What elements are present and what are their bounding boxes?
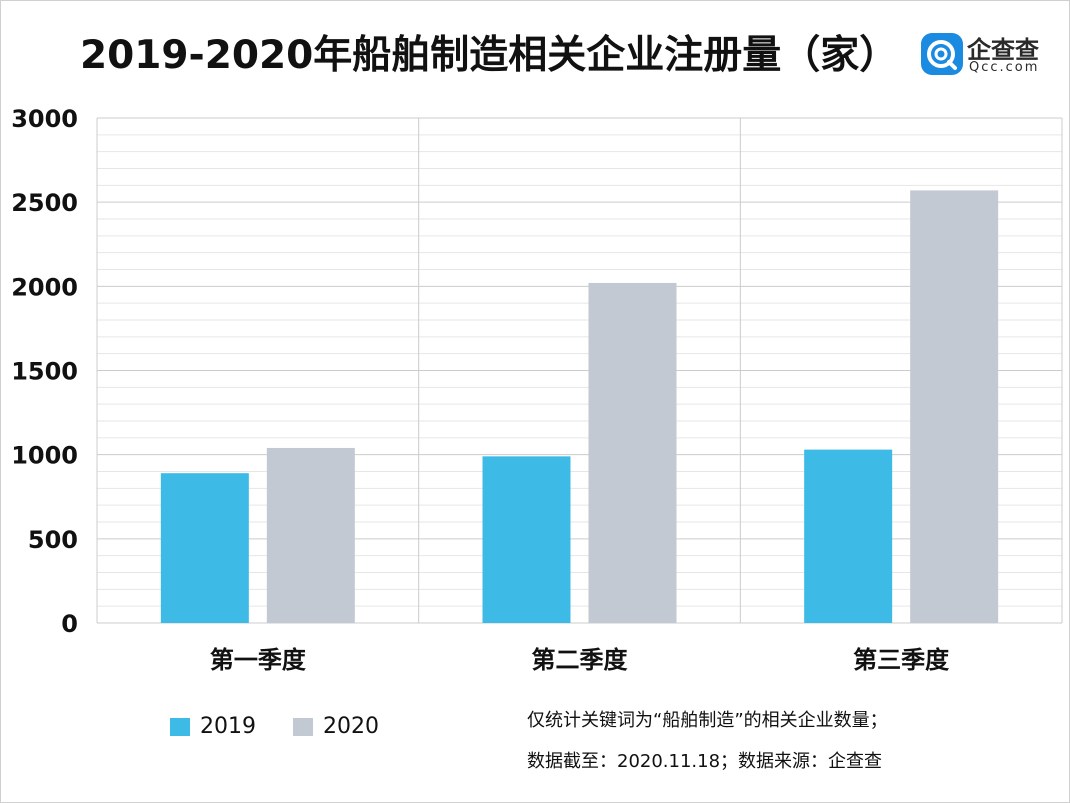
footnote-scope: 仅统计关键词为“船舶制造”的相关企业数量；: [527, 710, 888, 731]
x-tick-label: 第三季度: [853, 646, 950, 674]
bar-2019-q1: [160, 473, 249, 623]
logo-text-cn: 企查查: [967, 36, 1039, 64]
y-tick-label: 500: [28, 526, 78, 554]
legend-label-2019: 2019: [200, 714, 256, 739]
bar-2020-q3: [910, 190, 999, 623]
legend-swatch-2020: [293, 717, 313, 736]
bar-2020-q2: [588, 282, 677, 623]
logo-text-en: Qcc.com: [969, 60, 1040, 75]
x-tick-label: 第二季度: [532, 646, 629, 674]
qcc-logo: 企查查 Qcc.com: [918, 30, 1048, 78]
grid: [96, 117, 1063, 624]
bar-2019-q3: [804, 449, 893, 623]
legend-swatch-2019: [170, 717, 190, 736]
y-tick-label: 0: [61, 610, 78, 638]
legend-item-2019: 2019: [170, 714, 256, 739]
axes: 第一季度 第二季度 第三季度 0 500 1000 1500 2000 2500 3000: [11, 105, 950, 674]
y-tick-label: 1500: [11, 358, 78, 386]
bars: [160, 190, 999, 623]
x-tick-label: 第一季度: [210, 646, 307, 674]
y-tick-label: 3000: [11, 105, 78, 133]
legend-item-2020: 2020: [293, 714, 379, 739]
legend-label-2020: 2020: [323, 714, 379, 739]
y-tick-label: 1000: [11, 442, 78, 470]
chart-title: 2019-2020年船舶制造相关企业注册量（家）: [80, 33, 899, 78]
footnote-source: 数据截至：2020.11.18；数据来源：企查查: [527, 751, 883, 772]
bar-2019-q2: [482, 456, 571, 623]
y-tick-label: 2000: [11, 273, 78, 301]
bar-2020-q1: [266, 447, 355, 623]
y-tick-label: 2500: [11, 189, 78, 217]
qcc-logo-icon: [921, 33, 963, 75]
